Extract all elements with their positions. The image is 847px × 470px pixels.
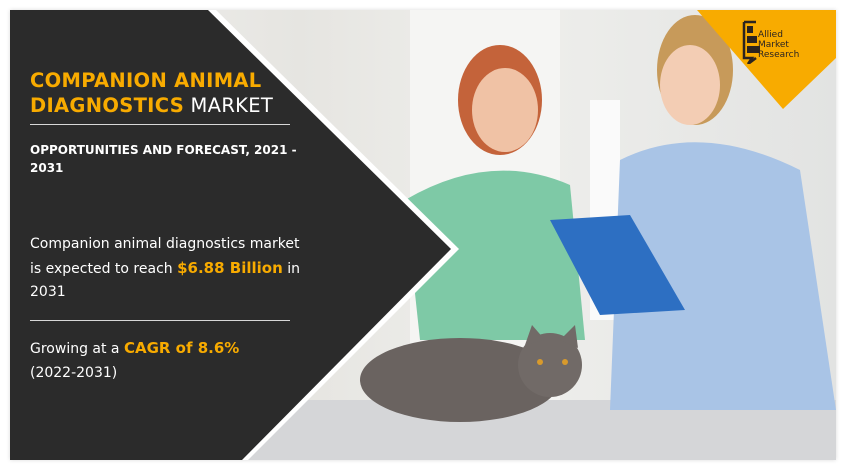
allied-market-research-logo-icon xyxy=(742,20,760,64)
vet-photo xyxy=(10,10,836,460)
stat2-period: (2022-2031) xyxy=(30,364,118,381)
dark-panel xyxy=(10,10,836,460)
title-highlight-2: DIAGNOSTICS xyxy=(30,94,185,117)
logo-line: Allied xyxy=(758,30,783,40)
cagr-stat: Growing at a CAGR of 8.6% (2022-2031) xyxy=(30,337,300,385)
stat2-prefix: Growing at a xyxy=(30,341,124,357)
logo-text: Allied Market Research xyxy=(758,30,799,60)
subtitle: OPPORTUNITIES AND FORECAST, 2021 - 2031 xyxy=(30,143,297,175)
stat2-value: CAGR of 8.6% xyxy=(123,339,240,357)
stat1-value: $6.88 Billion xyxy=(177,258,283,277)
infographic-banner: COMPANION ANIMAL DIAGNOSTICS MARKET OPPO… xyxy=(10,10,836,460)
title-plain: MARKET xyxy=(184,94,274,117)
page-title: COMPANION ANIMAL DIAGNOSTICS MARKET xyxy=(30,68,273,118)
market-size-stat: Companion animal diagnostics market is e… xyxy=(30,233,300,305)
logo-line: Market xyxy=(758,40,789,50)
divider xyxy=(30,124,290,125)
stat1-suffix: in 2031 xyxy=(30,260,300,301)
logo-line: Research xyxy=(758,50,800,60)
divider xyxy=(30,320,290,321)
title-highlight-1: COMPANION ANIMAL xyxy=(30,69,262,92)
stat1-prefix: Companion animal diagnostics market is e… xyxy=(30,236,300,277)
